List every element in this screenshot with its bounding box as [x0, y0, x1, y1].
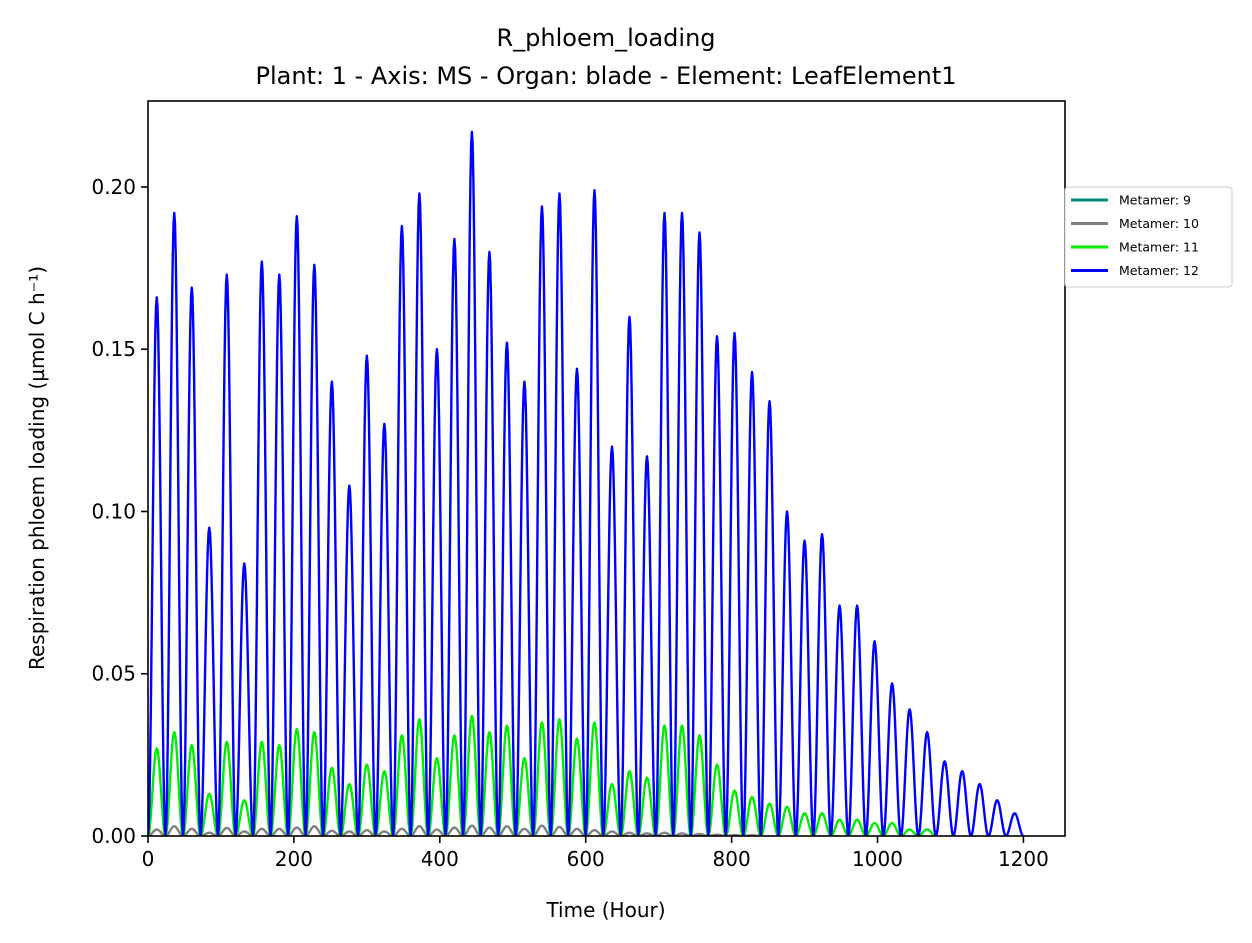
- x-tick-label: 1200: [998, 847, 1049, 871]
- x-tick-label: 200: [275, 847, 313, 871]
- legend-label: Metamer: 11: [1119, 240, 1199, 255]
- series-line-3: [148, 714, 937, 836]
- chart-subtitle: Plant: 1 - Axis: MS - Organ: blade - Ele…: [255, 62, 956, 90]
- y-tick-label: 0.10: [91, 499, 136, 523]
- plot-frame: [147, 100, 1066, 837]
- y-axis: 0.00 0.05 0.10 0.15 0.20: [91, 175, 148, 848]
- x-axis-label: Time (Hour): [545, 898, 665, 922]
- chart-title: R_phloem_loading: [496, 24, 715, 52]
- legend-label: Metamer: 12: [1119, 263, 1199, 278]
- y-tick-label: 0.00: [91, 824, 136, 848]
- x-tick-label: 400: [421, 847, 459, 871]
- legend: Metamer: 9 Metamer: 10 Metamer: 11 Metamer:…: [1064, 186, 1233, 288]
- x-tick-label: 800: [713, 847, 751, 871]
- legend-label: Metamer: 9: [1119, 193, 1191, 208]
- legend-box: [1064, 186, 1233, 288]
- x-axis: 0 200 400 600 800 1000 1200: [142, 836, 1049, 871]
- y-tick-label: 0.05: [91, 662, 136, 686]
- series-line-4: [148, 130, 1024, 836]
- series-layer: [148, 130, 1024, 836]
- y-axis-label: Respiration phloem loading (µmol C h⁻¹): [25, 266, 49, 670]
- x-tick-label: 0: [142, 847, 155, 871]
- y-tick-label: 0.15: [91, 337, 136, 361]
- series-line-2: [148, 824, 762, 836]
- x-tick-label: 1000: [852, 847, 903, 871]
- x-tick-label: 600: [567, 847, 605, 871]
- legend-label: Metamer: 10: [1119, 216, 1199, 231]
- y-tick-label: 0.20: [91, 175, 136, 199]
